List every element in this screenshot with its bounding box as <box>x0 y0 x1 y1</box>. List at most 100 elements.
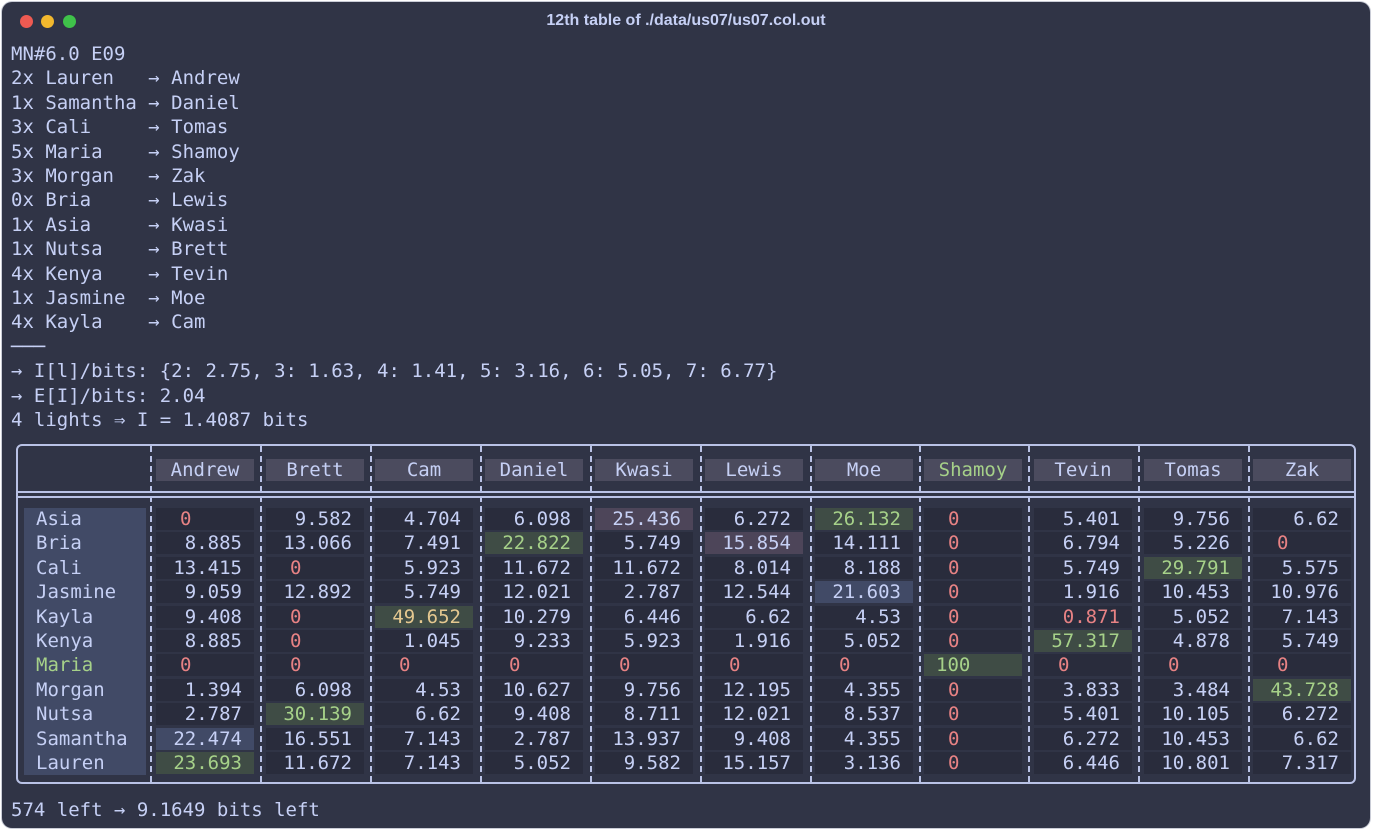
output-line: 4x Kenya → Tevin <box>11 262 229 285</box>
table-cell: 0 <box>266 630 364 652</box>
table-cell: 7.317 <box>1253 752 1351 774</box>
table-cell: 0 <box>1253 654 1351 677</box>
table-cell: 6.62 <box>375 703 473 726</box>
row-label: Jasmine <box>36 581 117 604</box>
output-line: 5x Maria → Shamoy <box>11 140 240 163</box>
table-cell: 1.916 <box>1034 581 1132 604</box>
table-cell: 5.749 <box>1034 556 1132 579</box>
table-cell: 8.537 <box>815 703 913 726</box>
table-cell: 5.052 <box>485 752 583 774</box>
column-separator <box>810 446 812 782</box>
table-cell: 5.226 <box>1144 532 1242 555</box>
table-cell: 5.749 <box>595 532 693 555</box>
table-cell: 0 <box>924 605 1022 628</box>
row-label: Lauren <box>36 752 105 774</box>
title-bar: 12th table of ./data/us07/us07.col.out <box>2 2 1370 40</box>
zoom-button[interactable] <box>63 15 76 28</box>
row-label: Asia <box>36 508 82 530</box>
output-line: 1x Nutsa → Brett <box>11 238 229 261</box>
table-cell: 10.453 <box>1144 727 1242 750</box>
column-header: Cam <box>375 459 473 481</box>
table-cell: 7.491 <box>375 532 473 555</box>
table-cell: 0 <box>815 654 913 677</box>
table-cell: 7.143 <box>375 727 473 750</box>
table-cell: 0 <box>485 654 583 677</box>
table-cell: 0 <box>924 581 1022 604</box>
output-line: 0x Bria → Lewis <box>11 189 229 212</box>
table-cell: 0 <box>924 752 1022 774</box>
table-cell: 9.233 <box>485 630 583 652</box>
column-separator <box>1248 446 1250 782</box>
table-cell: 0 <box>595 654 693 677</box>
table-cell: 12.021 <box>705 703 803 726</box>
table-cell: 8.188 <box>815 556 913 579</box>
table-cell: 16.551 <box>266 727 364 750</box>
table-cell: 0 <box>924 727 1022 750</box>
table-cell: 5.575 <box>1253 556 1351 579</box>
table-cell: 5.923 <box>595 630 693 652</box>
table-cell: 4.704 <box>375 508 473 530</box>
table-cell: 8.014 <box>705 556 803 579</box>
table-cell: 0 <box>375 654 473 677</box>
table-cell: 6.62 <box>705 605 803 628</box>
column-header: Moe <box>815 459 913 481</box>
table-cell: 4.355 <box>815 727 913 750</box>
table-cell: 10.453 <box>1144 581 1242 604</box>
table-cell: 6.272 <box>705 508 803 530</box>
row-label-panel <box>24 508 146 775</box>
output-line: 3x Cali → Tomas <box>11 116 229 139</box>
table-cell: 5.923 <box>375 556 473 579</box>
table-cell: 5.401 <box>1034 703 1132 726</box>
column-separator <box>150 446 152 782</box>
table-cell: 12.195 <box>705 678 803 701</box>
footer-line: 574 left → 9.1649 bits left <box>11 799 320 821</box>
table-cell: 1.394 <box>156 678 254 701</box>
table-cell: 10.976 <box>1253 581 1351 604</box>
table-cell: 0 <box>1144 654 1242 677</box>
table-cell: 0 <box>1253 532 1351 555</box>
table-cell: 6.272 <box>1253 703 1351 726</box>
table-cell: 43.728 <box>1253 678 1351 701</box>
table-cell: 100 <box>924 654 1022 677</box>
table-cell: 4.355 <box>815 678 913 701</box>
minimize-button[interactable] <box>41 15 54 28</box>
table-cell: 8.885 <box>156 532 254 555</box>
table-cell: 0 <box>924 508 1022 530</box>
table-cell: 9.756 <box>1144 508 1242 530</box>
table-cell: 0 <box>705 654 803 677</box>
table-cell: 12.892 <box>266 581 364 604</box>
output-line: 2x Lauren → Andrew <box>11 67 240 90</box>
column-separator <box>370 446 372 782</box>
table-cell: 22.474 <box>156 727 254 750</box>
table-cell: 14.111 <box>815 532 913 555</box>
output-line: 1x Jasmine → Moe <box>11 287 206 309</box>
column-separator <box>700 446 702 782</box>
table-cell: 4.878 <box>1144 630 1242 652</box>
table-cell: 13.066 <box>266 532 364 555</box>
column-header: Brett <box>266 459 364 481</box>
table-cell: 15.854 <box>705 532 803 555</box>
column-header: Tevin <box>1034 459 1132 481</box>
table-cell: 0 <box>1034 654 1132 677</box>
output-line: 1x Samantha → Daniel <box>11 91 240 114</box>
table-cell: 11.672 <box>266 752 364 774</box>
table-cell: 0 <box>156 508 254 530</box>
column-separator <box>590 446 592 782</box>
table-cell: 9.408 <box>156 605 254 628</box>
close-button[interactable] <box>20 15 33 28</box>
table-cell: 4.53 <box>815 605 913 628</box>
table-cell: 7.143 <box>375 752 473 774</box>
output-line: 4 lights ⇒ I = 1.4087 bits <box>11 409 309 431</box>
table-cell: 9.582 <box>595 752 693 774</box>
column-header: Daniel <box>485 459 583 481</box>
output-line: → I[l]/bits: {2: 2.75, 3: 1.63, 4: 1.41,… <box>11 360 778 383</box>
table-cell: 3.833 <box>1034 678 1132 701</box>
table-cell: 0.871 <box>1034 605 1132 628</box>
table-cell: 26.132 <box>815 508 913 530</box>
table-cell: 1.045 <box>375 630 473 652</box>
output-line: 4x Kayla → Cam <box>11 311 206 334</box>
output-line: → E[I]/bits: 2.04 <box>11 384 206 407</box>
header-separator <box>17 496 1356 498</box>
table-cell: 2.787 <box>485 727 583 750</box>
row-label: Samantha <box>36 727 128 750</box>
